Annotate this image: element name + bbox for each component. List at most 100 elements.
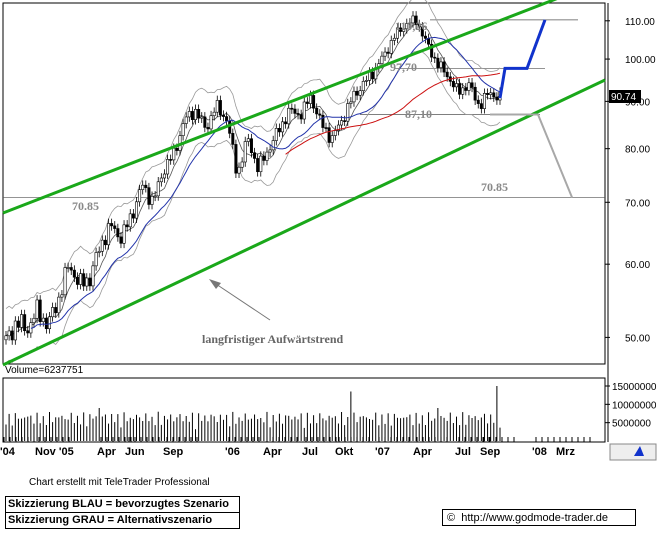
time-tick-label: '04 [0,446,16,458]
candle-body [57,296,61,314]
candle-body [10,330,14,341]
level-label-97: 97,70 [390,60,417,74]
price-tick-label: 100.00 [625,55,656,66]
candle-body [69,267,73,271]
volume-bars [5,386,501,441]
candle-body [144,184,148,188]
candle-body [340,120,344,126]
candle-body [113,225,117,229]
time-tick-label: Nov '05 [35,446,74,458]
candle-body [103,239,107,246]
candle-body [368,71,372,81]
time-tick-label: Sep [480,446,500,458]
scenario-blue-path [498,19,547,99]
candle-body [312,95,316,109]
candle-body [349,101,353,104]
candle-body [41,317,45,323]
candle-body [355,90,359,96]
volume-label: Volume=6237751 [5,365,84,376]
candle-body [181,123,185,136]
candle-body [277,128,281,133]
candle-body [7,330,11,337]
candle-body [402,28,406,32]
candle-body [72,269,76,278]
candle-body [156,181,160,197]
candle-body [187,111,191,118]
candle-body [380,55,384,65]
candle-body [327,127,331,143]
candle-body [88,277,92,287]
candle-body [433,56,437,59]
candle-body [405,23,409,30]
candle-body [268,149,272,153]
candle-body [94,252,98,267]
candle-body [218,100,222,116]
candle-body [60,294,64,298]
trend-arrow-head [209,279,221,289]
candle-body [172,147,176,161]
candle-body [464,87,468,91]
copyright-icon: © [447,512,456,524]
corner-widget[interactable] [609,443,657,461]
time-tick-label: Apr [97,446,117,458]
candle-body [209,115,213,130]
candle-body [138,189,142,203]
candle-body [166,159,170,175]
candle-body [35,299,39,319]
candle-body [467,82,471,91]
volume-axis: 15000000 10000000 5000000 [605,382,657,430]
last-price-label: 90.74 [611,92,636,103]
time-tick-label: '08 [532,446,547,458]
candle-body [63,267,67,296]
trend-channel-upper [2,0,558,215]
time-tick-label: Jun [125,446,145,458]
candle-body [442,61,446,73]
candle-body [194,108,198,120]
candle-body [492,92,496,98]
time-axis: '04 Nov '05 Apr Jun Sep '06 Apr Jul Okt '07 Apr Jul… [0,437,591,458]
bollinger-upper [5,0,501,309]
candle-body [395,27,399,39]
candle-body [417,24,421,28]
candle-body [91,265,95,287]
time-tick-label: '07 [375,446,390,458]
trend-channel-lower [2,78,606,367]
candle-body [190,111,194,120]
time-tick-label: '06 [225,446,240,458]
candle-body [281,121,285,133]
volume-tick-label: 5000000 [612,419,651,430]
candle-body [352,90,356,103]
candle-body [54,307,58,314]
candle-body [495,96,499,101]
trend-arrow-line [212,281,271,321]
candle-body [302,101,306,120]
candle-body [16,320,20,328]
source-link[interactable]: © http://www.godmode-trader.de [442,509,636,526]
price-tick-label: 80.00 [625,145,650,156]
candle-body [119,236,123,244]
trend-label: langfristiger Aufwärtstrend [202,332,344,346]
candle-body [79,273,83,285]
candle-body [147,187,151,205]
candle-body [51,307,55,318]
candle-body [308,95,312,104]
candle-body [361,80,365,91]
time-tick-label: Jul [302,446,318,458]
candle-body [324,127,328,129]
candle-body [131,213,135,219]
level-label-87: 87,10 [405,107,432,121]
volume-tick-label: 10000000 [612,400,657,411]
candle-body [221,114,225,117]
candle-body [125,224,129,228]
time-tick-label: Apr [263,446,283,458]
candle-body [455,83,459,88]
candle-body [243,141,247,163]
candle-body [439,61,443,68]
price-tick-label: 70.00 [625,198,650,209]
candle-body [159,177,163,183]
candle-body [44,317,48,330]
time-tick-label: Mrz [556,446,575,458]
candle-body [346,103,350,122]
